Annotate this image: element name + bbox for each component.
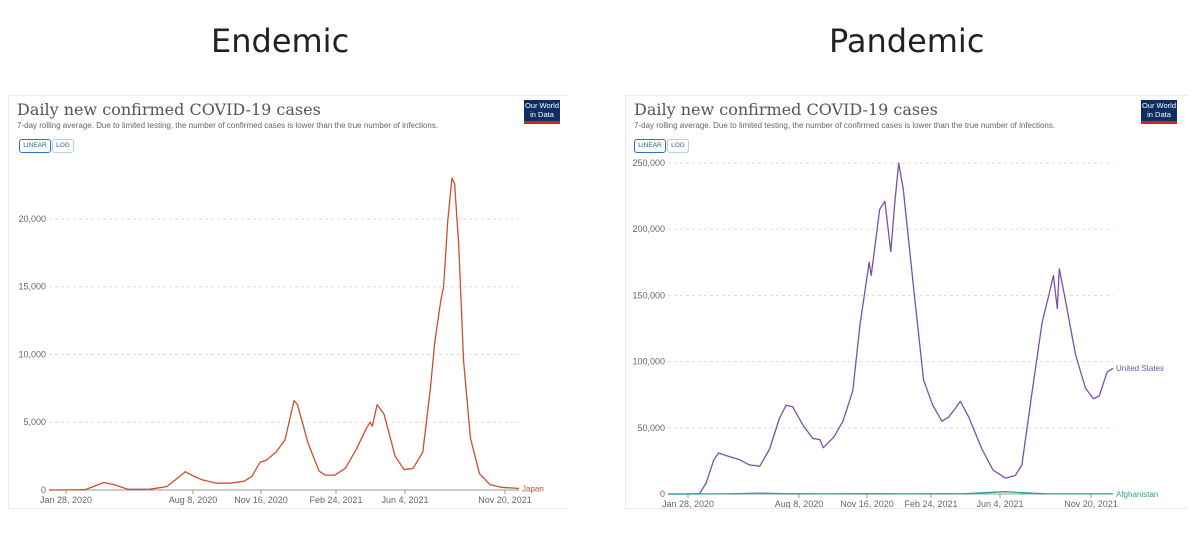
x-tick-label: Jan 28, 2020 bbox=[40, 495, 92, 505]
series-label: Afghanistan bbox=[1116, 490, 1158, 499]
x-tick-label: Nov 20, 2021 bbox=[478, 495, 532, 505]
x-tick-label: Jan 28, 2020 bbox=[662, 499, 714, 508]
y-tick-label: 200,000 bbox=[632, 224, 665, 234]
endemic-heading: Endemic bbox=[211, 22, 350, 60]
pandemic-heading: Pandemic bbox=[829, 22, 985, 60]
logo-line-2: in Data bbox=[1147, 109, 1171, 119]
owid-logo[interactable]: Our World in Data bbox=[1141, 100, 1177, 124]
chart-title: Daily new confirmed COVID-19 cases bbox=[17, 100, 321, 119]
chart-subtitle: 7-day rolling average. Due to limited te… bbox=[17, 121, 439, 130]
linear-scale-button[interactable]: LINEAR bbox=[634, 139, 666, 153]
x-tick-label: Jun 4, 2021 bbox=[976, 499, 1023, 508]
logo-line-1: Our World bbox=[524, 101, 560, 110]
x-tick-label: Jun 4, 2021 bbox=[381, 495, 428, 505]
y-tick-label: 0 bbox=[41, 485, 46, 495]
x-tick-label: Feb 24, 2021 bbox=[309, 495, 362, 505]
series-label: United States bbox=[1116, 364, 1164, 373]
y-tick-label: 10,000 bbox=[18, 349, 46, 359]
series-line bbox=[48, 177, 520, 491]
owid-logo[interactable]: Our World in Data bbox=[524, 100, 560, 124]
x-tick-label: Aug 8, 2020 bbox=[169, 495, 218, 505]
y-tick-label: 100,000 bbox=[632, 357, 665, 367]
y-tick-label: 15,000 bbox=[18, 282, 46, 292]
y-tick-label: 50,000 bbox=[637, 423, 665, 433]
log-scale-button[interactable]: LOG bbox=[667, 139, 689, 153]
x-tick-label: Nov 20, 2021 bbox=[1064, 499, 1118, 508]
chart-title: Daily new confirmed COVID-19 cases bbox=[634, 100, 938, 119]
series-line bbox=[667, 491, 1114, 495]
x-tick-label: Aug 8, 2020 bbox=[775, 499, 824, 508]
logo-line-1: Our World bbox=[1141, 101, 1177, 110]
y-tick-label: 150,000 bbox=[632, 290, 665, 300]
y-tick-label: 0 bbox=[660, 489, 665, 499]
chart-panel-japan: Daily new confirmed COVID-19 cases 7-day… bbox=[8, 95, 567, 509]
series-label: Japan bbox=[522, 484, 544, 493]
logo-line-2: in Data bbox=[530, 109, 554, 119]
chart-panel-us-afghanistan: Daily new confirmed COVID-19 cases 7-day… bbox=[625, 95, 1188, 509]
y-tick-label: 250,000 bbox=[632, 158, 665, 168]
line-chart-japan: 0 5,000 10,000 15,000 20,000 Jan 28, 2020 Aug … bbox=[18, 177, 544, 505]
x-tick-label: Nov 16, 2020 bbox=[234, 495, 288, 505]
chart-subtitle: 7-day rolling average. Due to limited te… bbox=[634, 121, 1056, 130]
x-tick-label: Nov 16, 2020 bbox=[840, 499, 894, 508]
log-scale-button[interactable]: LOG bbox=[52, 139, 74, 153]
y-tick-label: 5,000 bbox=[23, 417, 46, 427]
x-tick-label: Feb 24, 2021 bbox=[904, 499, 957, 508]
y-tick-label: 20,000 bbox=[18, 214, 46, 224]
linear-scale-button[interactable]: LINEAR bbox=[19, 139, 51, 153]
series-line bbox=[668, 162, 1114, 495]
line-chart-us-afghanistan: 0 50,000 100,000 150,000 200,000 250,000 Jan 2… bbox=[632, 158, 1164, 508]
